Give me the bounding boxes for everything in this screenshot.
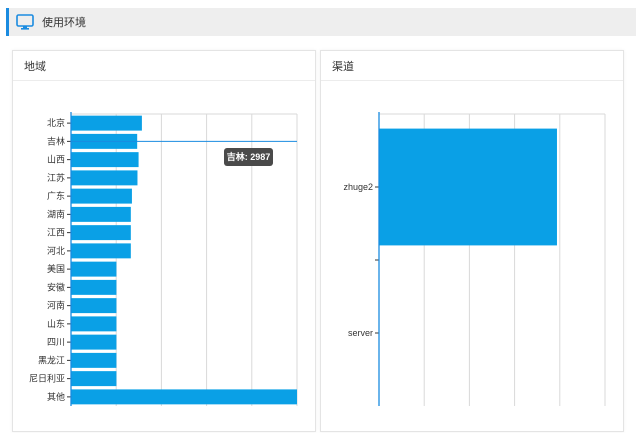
region-panel: 地域 北京吉林山西江苏广东湖南江西河北美国安徽河南山东四川黑龙江尼日利亚其他 吉林… xyxy=(12,50,316,432)
y-tick-label: server xyxy=(348,328,373,338)
y-tick-label: 黑龙江 xyxy=(38,354,65,365)
y-tick-label: 河北 xyxy=(47,245,65,256)
channel-panel-title: 渠道 xyxy=(321,51,623,81)
bar-河南 xyxy=(71,298,117,314)
tooltip-box xyxy=(224,148,273,166)
region-panel-title: 地域 xyxy=(13,51,315,81)
bar-江西 xyxy=(71,225,131,241)
y-tick-label: 其他 xyxy=(47,391,65,402)
y-tick-label: 广东 xyxy=(47,190,65,201)
bar-山东 xyxy=(71,316,117,332)
bar-广东 xyxy=(71,188,132,204)
y-tick-label: 北京 xyxy=(47,117,65,128)
y-tick-label: 安徽 xyxy=(47,281,65,292)
section-title: 使用环境 xyxy=(42,17,86,29)
bar-江苏 xyxy=(71,170,138,186)
channel-bar-chart: zhuge2 server xyxy=(343,112,606,406)
section-header: 使用环境 xyxy=(6,8,636,36)
y-tick-label: 江苏 xyxy=(47,172,65,183)
y-tick-label: 尼日利亚 xyxy=(29,373,65,384)
tooltip-text: 吉林: 2987 xyxy=(227,151,271,162)
y-tick-label: 吉林 xyxy=(47,135,65,146)
y-tick-label: zhuge2 xyxy=(343,182,373,192)
y-tick-label: 江西 xyxy=(47,228,65,238)
bar-其他 xyxy=(71,389,297,405)
tooltip: 吉林: 2987 xyxy=(224,148,273,166)
y-tick-label: 山西 xyxy=(47,155,65,165)
channel-panel: 渠道 zhuge2 server xyxy=(320,50,624,432)
bar-北京 xyxy=(71,115,142,131)
y-tick-label: 河南 xyxy=(47,300,65,311)
bar-河北 xyxy=(71,243,131,259)
bar-安徽 xyxy=(71,279,117,295)
y-tick-label: 山东 xyxy=(47,318,65,329)
bar-美国 xyxy=(71,261,117,277)
y-tick-label: 美国 xyxy=(47,263,65,274)
monitor-icon xyxy=(16,14,34,30)
bar-尼日利亚 xyxy=(71,371,117,387)
y-tick-label: 四川 xyxy=(47,337,65,347)
bar-黑龙江 xyxy=(71,352,117,368)
bar-zhuge2 xyxy=(379,128,557,246)
bar-山西 xyxy=(71,152,139,168)
bar-四川 xyxy=(71,334,117,350)
y-tick-label: 湖南 xyxy=(47,208,65,219)
bar-湖南 xyxy=(71,206,131,222)
